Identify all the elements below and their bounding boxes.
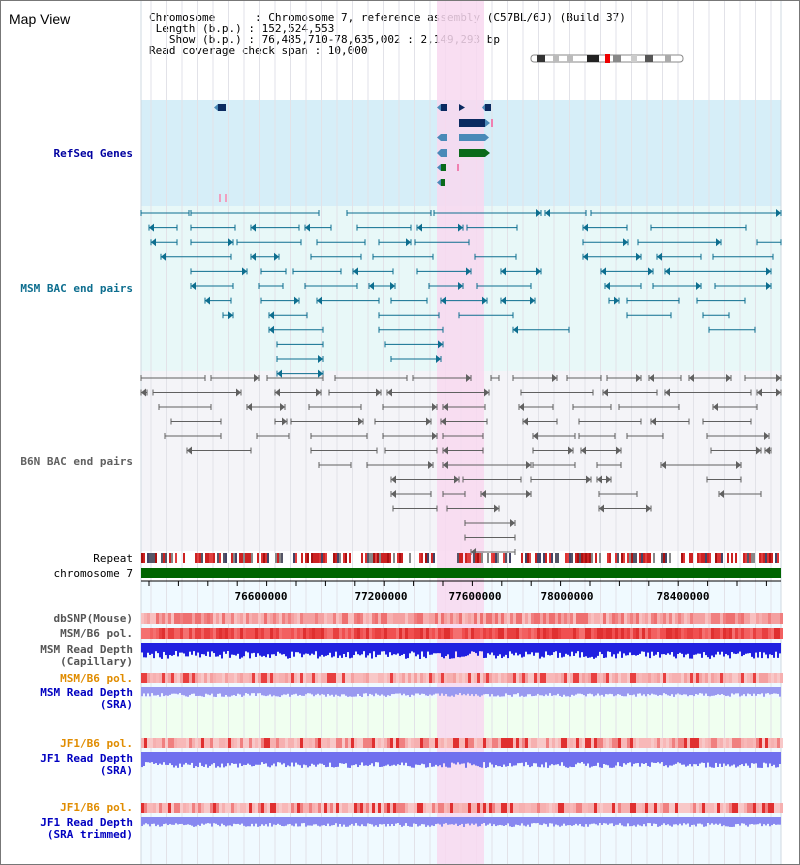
msm-b6-pol-label-2[interactable]: MSM/B6 pol. xyxy=(60,672,133,685)
dbsnp-track-label[interactable]: dbSNP(Mouse) xyxy=(53,612,133,625)
jf1-b6-pol-label-1[interactable]: JF1/B6 pol. xyxy=(60,737,133,750)
msm-depth-capillary-label-line2: (Capillary) xyxy=(60,655,133,668)
jf1-depth-sra-label-line2: (SRA) xyxy=(99,764,133,777)
chromosome-ideogram[interactable] xyxy=(530,54,684,63)
page-title: Map View xyxy=(9,11,71,27)
msm-bac-track-label[interactable]: MSM BAC end pairs xyxy=(20,282,133,295)
ruler-tick-label: 77200000 xyxy=(355,590,408,603)
msm-depth-capillary-label-line1: MSM Read Depth xyxy=(40,643,133,656)
ruler-tick-label: 78400000 xyxy=(657,590,710,603)
chromosome-bar[interactable] xyxy=(141,568,781,578)
repeat-track-label: Repeat xyxy=(93,552,133,565)
jf1-b6-pol-label-2[interactable]: JF1/B6 pol. xyxy=(60,801,133,814)
position-ruler: 76600000 77200000 77600000 78000000 78400000 xyxy=(141,580,781,603)
msm-depth-sra-label[interactable]: MSM Read Depth (SRA) xyxy=(40,687,133,711)
msm-b6-pol-label-1[interactable]: MSM/B6 pol. xyxy=(60,627,133,640)
read-depth-tracks[interactable] xyxy=(141,643,781,827)
msm-depth-capillary-label[interactable]: MSM Read Depth (Capillary) xyxy=(40,644,133,668)
msm-depth-sra-label-line1: MSM Read Depth xyxy=(40,686,133,699)
msm-bac-pairs[interactable] xyxy=(140,209,782,378)
ruler-tick-label: 77600000 xyxy=(449,590,502,603)
refseq-genes[interactable] xyxy=(214,104,493,202)
refseq-track-label[interactable]: RefSeq Genes xyxy=(53,147,133,160)
jf1-depth-sra-label[interactable]: JF1 Read Depth (SRA) xyxy=(40,753,133,777)
msm-depth-sra-label-line2: (SRA) xyxy=(99,698,133,711)
length-info: Length (b.p.) : 152,524,553 xyxy=(149,22,335,35)
jf1-depth-trimmed-label[interactable]: JF1 Read Depth (SRA trimmed) xyxy=(40,817,133,841)
ruler-tick-label: 78000000 xyxy=(541,590,594,603)
jf1-depth-sra-label-line1: JF1 Read Depth xyxy=(40,752,133,765)
selected-region-highlight[interactable] xyxy=(437,1,484,864)
polymorphism-tracks[interactable] xyxy=(141,613,783,813)
jf1-depth-trimmed-label-line2: (SRA trimmed) xyxy=(46,828,133,841)
coverage-span-info: Read coverage check span : 10,000 xyxy=(149,44,368,57)
b6n-bac-track-label[interactable]: B6N BAC end pairs xyxy=(20,455,133,468)
repeat-track[interactable] xyxy=(141,553,779,563)
ruler-tick-label: 76600000 xyxy=(235,590,288,603)
jf1-depth-trimmed-label-line1: JF1 Read Depth xyxy=(40,816,133,829)
chromosome-track-label: chromosome 7 xyxy=(53,567,133,580)
b6n-bac-pairs[interactable] xyxy=(140,374,782,556)
